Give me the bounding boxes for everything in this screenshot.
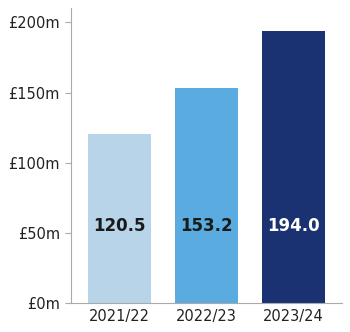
Text: 194.0: 194.0 <box>267 217 320 235</box>
Bar <box>88 134 150 303</box>
Text: 153.2: 153.2 <box>180 217 233 235</box>
Bar <box>262 31 325 303</box>
Text: 120.5: 120.5 <box>93 217 145 235</box>
Bar <box>175 88 238 303</box>
